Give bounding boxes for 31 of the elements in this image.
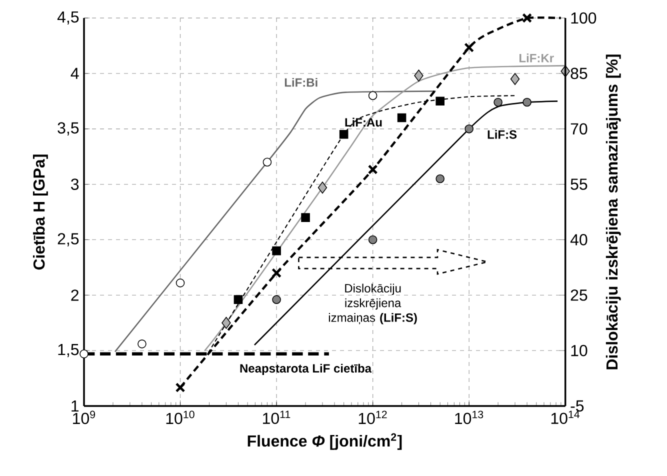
x-tick-label: 10$^{11}$ <box>262 410 290 424</box>
y2-tick-label: 25 <box>570 289 588 301</box>
y-tick-label: 3 <box>71 178 79 190</box>
series-label: Neapstarota LiF cietība <box>240 364 372 376</box>
x-tick-label: 10$^{14}$ <box>551 410 580 424</box>
series-label: LiF:Au <box>345 118 382 127</box>
annotation: Dislokāciju izskrējiena izmaiņas (LiF:S) <box>328 284 417 324</box>
x-tick-label: 10$^{9}$ <box>73 410 96 424</box>
y-tick-label: 3,5 <box>58 122 79 136</box>
series-label: LiF:Kr <box>520 54 554 62</box>
y-tick-label: 1,5 <box>58 344 79 358</box>
y2-tick-label: 40 <box>570 234 588 246</box>
y-tick-label: 4 <box>70 68 79 79</box>
y-tick-label: 4,5 <box>57 11 79 25</box>
y2-axis-title: Dislokāciju izskrējiena samazinājums [%] <box>606 54 621 370</box>
y2-tick-label: 70 <box>570 123 588 135</box>
series-label: LiF:S <box>488 130 517 139</box>
series-label: LiF:Bi <box>284 78 318 87</box>
y2-tick-label: 100 <box>571 12 596 24</box>
y-tick-label: 2 <box>71 290 78 301</box>
x-tick-label: 10$^{10}$ <box>166 410 194 424</box>
y-tick-label: 2,5 <box>58 233 79 246</box>
y2-tick-label: 10 <box>571 344 588 356</box>
x-tick-label: 10$^{13}$ <box>455 410 484 424</box>
x-tick-label: 10$^{12}$ <box>358 410 387 424</box>
y2-tick-label: 55 <box>570 178 588 190</box>
y-axis-title: Cietība H [GPa] <box>33 154 48 270</box>
x-axis-title: Fluence Φ [joni/cm$^{2}$] <box>248 433 402 450</box>
y2-tick-label: 85 <box>570 68 588 80</box>
y-tick-label: 1 <box>72 400 79 412</box>
y2-tick-label: -5 <box>570 400 584 412</box>
